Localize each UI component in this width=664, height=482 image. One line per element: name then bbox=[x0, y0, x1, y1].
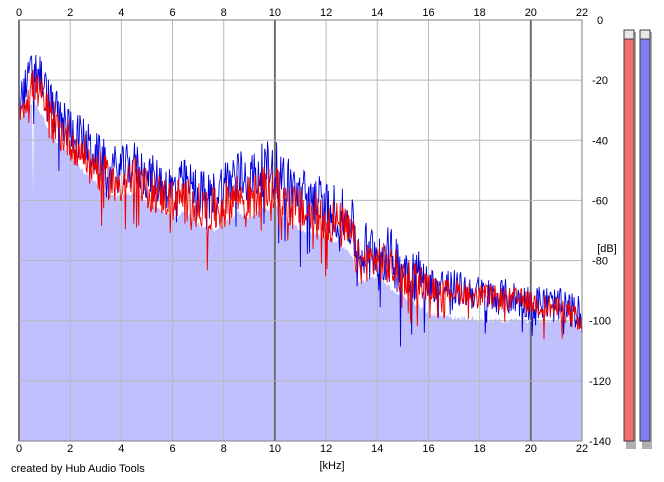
y-tick-label-100: -100 bbox=[589, 316, 611, 328]
x-tick-label-bottom-22: 22 bbox=[576, 443, 588, 455]
x-tick-label-top-4: 4 bbox=[118, 7, 124, 19]
x-tick-label-bottom-0: 0 bbox=[16, 443, 22, 455]
y-tick-label-140: -140 bbox=[589, 436, 611, 448]
spectrum-series-2 bbox=[18, 69, 583, 340]
x-tick-label-top-6: 6 bbox=[169, 7, 175, 19]
y-tick-label-120: -120 bbox=[589, 376, 611, 388]
x-tick-label-top-18: 18 bbox=[474, 7, 486, 19]
level-meter-fill-2 bbox=[639, 38, 651, 442]
level-meter-fill-1 bbox=[623, 38, 635, 442]
plot-frame bbox=[18, 19, 583, 442]
x-tick-label-bottom-2: 2 bbox=[67, 443, 73, 455]
y-tick-label-20: -20 bbox=[592, 75, 608, 87]
x-tick-label-bottom-20: 20 bbox=[525, 443, 537, 455]
x-tick-label-top-22: 22 bbox=[576, 7, 588, 19]
x-tick-label-bottom-12: 12 bbox=[320, 443, 332, 455]
spectrum-envelope-area bbox=[19, 101, 582, 441]
y-tick-label-0: 0 bbox=[597, 15, 603, 27]
x-tick-label-top-20: 20 bbox=[525, 7, 537, 19]
x-tick-label-bottom-8: 8 bbox=[221, 443, 227, 455]
y-tick-label-60: -60 bbox=[592, 195, 608, 207]
x-tick-label-top-16: 16 bbox=[422, 7, 434, 19]
x-tick-label-top-12: 12 bbox=[320, 7, 332, 19]
x-tick-label-bottom-14: 14 bbox=[371, 443, 383, 455]
x-tick-label-top-10: 10 bbox=[269, 7, 281, 19]
x-tick-label-bottom-18: 18 bbox=[474, 443, 486, 455]
x-tick-label-top-2: 2 bbox=[67, 7, 73, 19]
x-tick-label-bottom-4: 4 bbox=[118, 443, 124, 455]
y-axis-label: [dB] bbox=[597, 243, 617, 255]
credit-text: created by Hub Audio Tools bbox=[11, 463, 145, 475]
x-tick-label-top-14: 14 bbox=[371, 7, 383, 19]
x-tick-label-bottom-6: 6 bbox=[169, 443, 175, 455]
x-tick-label-top-8: 8 bbox=[221, 7, 227, 19]
x-tick-label-bottom-16: 16 bbox=[422, 443, 434, 455]
x-axis-label: [kHz] bbox=[319, 460, 344, 472]
y-tick-label-80: -80 bbox=[592, 256, 608, 268]
y-tick-label-40: -40 bbox=[592, 135, 608, 147]
x-tick-label-top-0: 0 bbox=[16, 7, 22, 19]
x-tick-label-bottom-10: 10 bbox=[269, 443, 281, 455]
